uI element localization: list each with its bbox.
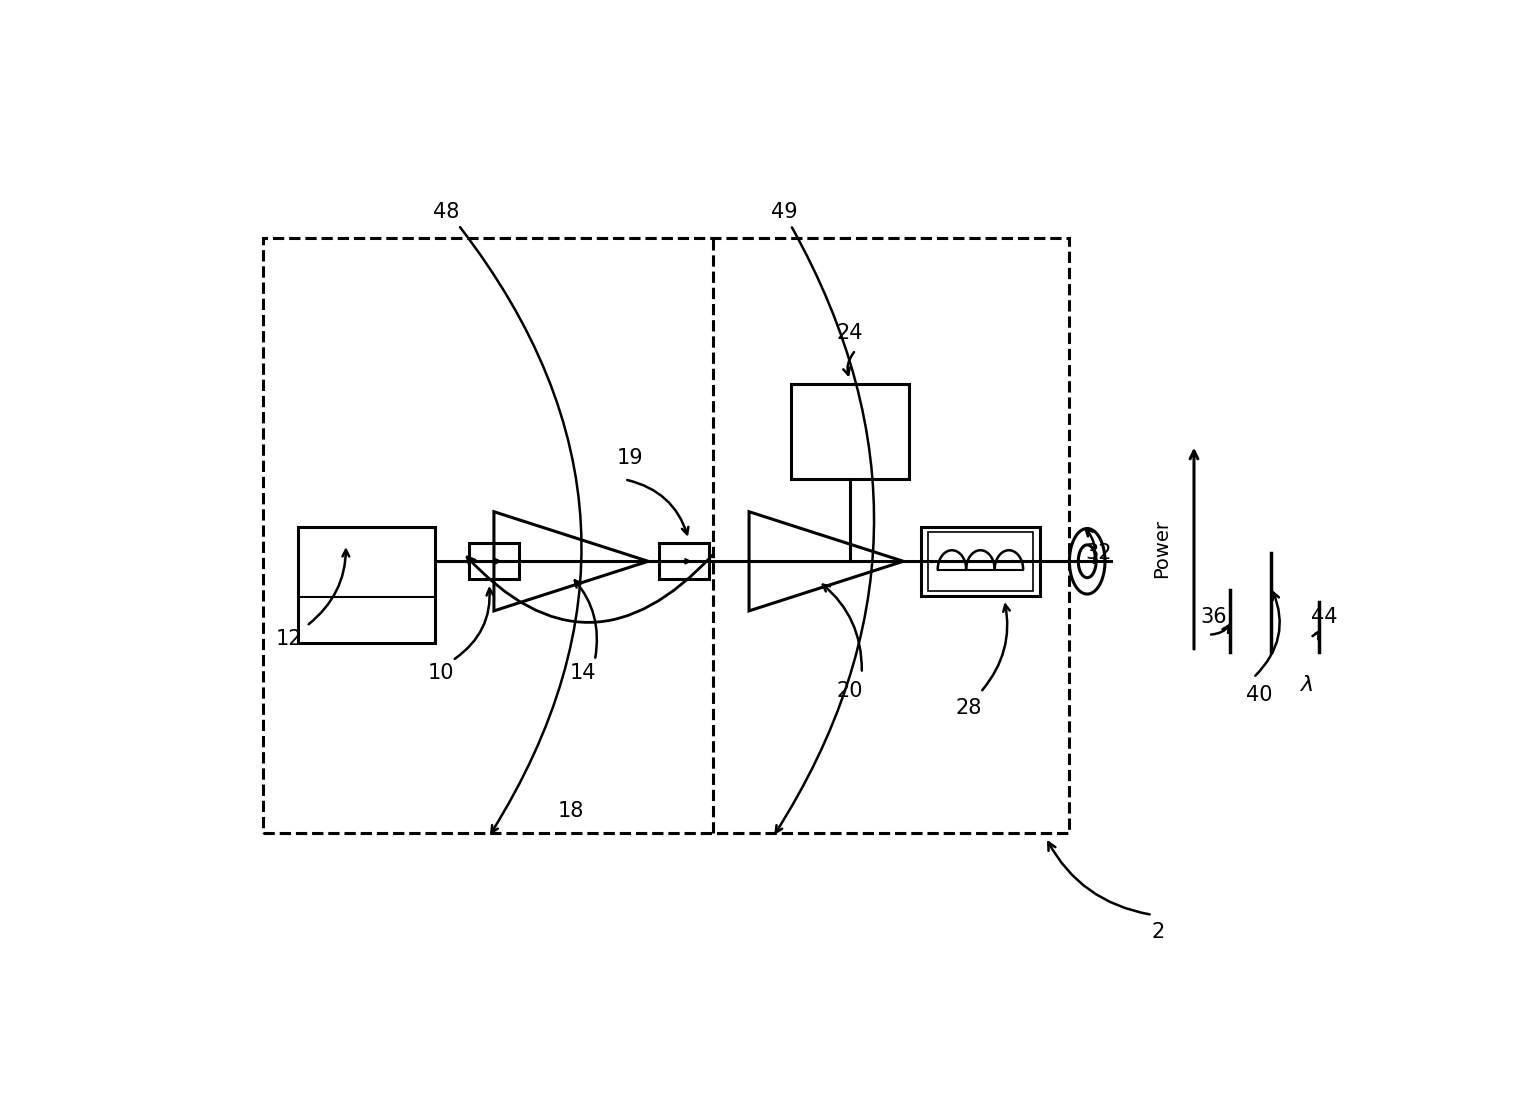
Text: 14: 14	[570, 663, 596, 683]
Text: 48: 48	[433, 202, 459, 222]
Bar	[790, 384, 909, 479]
Text: 2: 2	[1151, 922, 1165, 942]
Text: 36: 36	[1200, 607, 1228, 627]
Bar	[922, 526, 1040, 596]
Bar	[658, 543, 709, 579]
Text: 24: 24	[836, 323, 863, 343]
Text: Power: Power	[1153, 519, 1171, 578]
Text: 18: 18	[557, 802, 585, 821]
Text: 20: 20	[836, 681, 863, 701]
Text: 44: 44	[1311, 607, 1338, 627]
Text: $\lambda$: $\lambda$	[1300, 674, 1314, 694]
Text: 28: 28	[955, 698, 981, 718]
Text: 40: 40	[1246, 685, 1272, 704]
Text: 12: 12	[276, 629, 302, 648]
Text: 32: 32	[1085, 543, 1113, 562]
Text: 10: 10	[427, 663, 453, 683]
Bar	[468, 543, 519, 579]
Bar	[299, 526, 435, 643]
Text: 49: 49	[772, 202, 798, 222]
Text: 19: 19	[617, 448, 643, 468]
Bar	[928, 532, 1032, 590]
